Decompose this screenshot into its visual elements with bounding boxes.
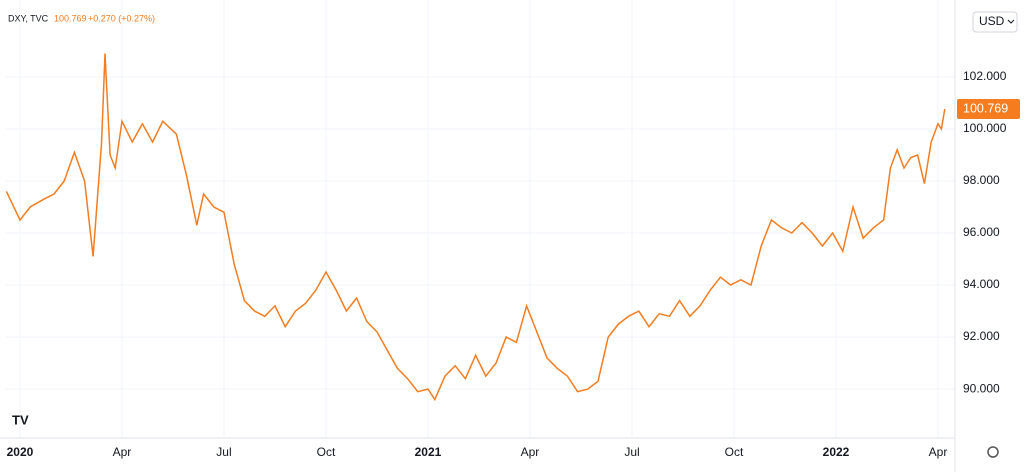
currency-button[interactable]: USD	[972, 11, 1018, 33]
x-tick-label: Oct	[725, 445, 744, 459]
x-tick-label: 2020	[7, 445, 34, 459]
settings-icon[interactable]	[987, 446, 999, 458]
settings[interactable]	[987, 446, 999, 458]
y-tick-label: 100.000	[963, 121, 1007, 135]
price-label: 100.769	[963, 101, 1008, 115]
currency-box[interactable]	[972, 11, 1018, 33]
tv-logo: TV	[12, 412, 29, 427]
price-label-box	[957, 98, 1020, 119]
y-tick-label: 92.000	[963, 329, 1000, 343]
x-tick-label: Jul	[624, 445, 639, 459]
y-tick-label: 102.000	[963, 69, 1007, 83]
y-tick-label: 94.000	[963, 277, 1000, 291]
x-tick-label: Jul	[216, 445, 231, 459]
y-tick-label: 96.000	[963, 225, 1000, 239]
y-tick-label: 98.000	[963, 173, 1000, 187]
last-price: 100.769	[54, 13, 87, 23]
y-tick-label: 90.000	[963, 381, 1000, 395]
currency[interactable]: USD	[979, 14, 1005, 28]
price-change: +0.270 (+0.27%)	[88, 13, 155, 23]
x-tick-label: Oct	[317, 445, 336, 459]
x-tick-label: Apr	[113, 445, 132, 459]
x-tick-label: 2021	[415, 445, 442, 459]
dropdown-arrow[interactable]	[1007, 19, 1015, 24]
x-tick-label: Apr	[521, 445, 540, 459]
logo-mark: TV	[12, 412, 29, 427]
symbol: DXY, TVC	[8, 13, 49, 23]
x-tick-label: 2022	[823, 445, 850, 459]
line-series	[5, 53, 946, 402]
x-tick-label: Apr	[929, 445, 948, 459]
